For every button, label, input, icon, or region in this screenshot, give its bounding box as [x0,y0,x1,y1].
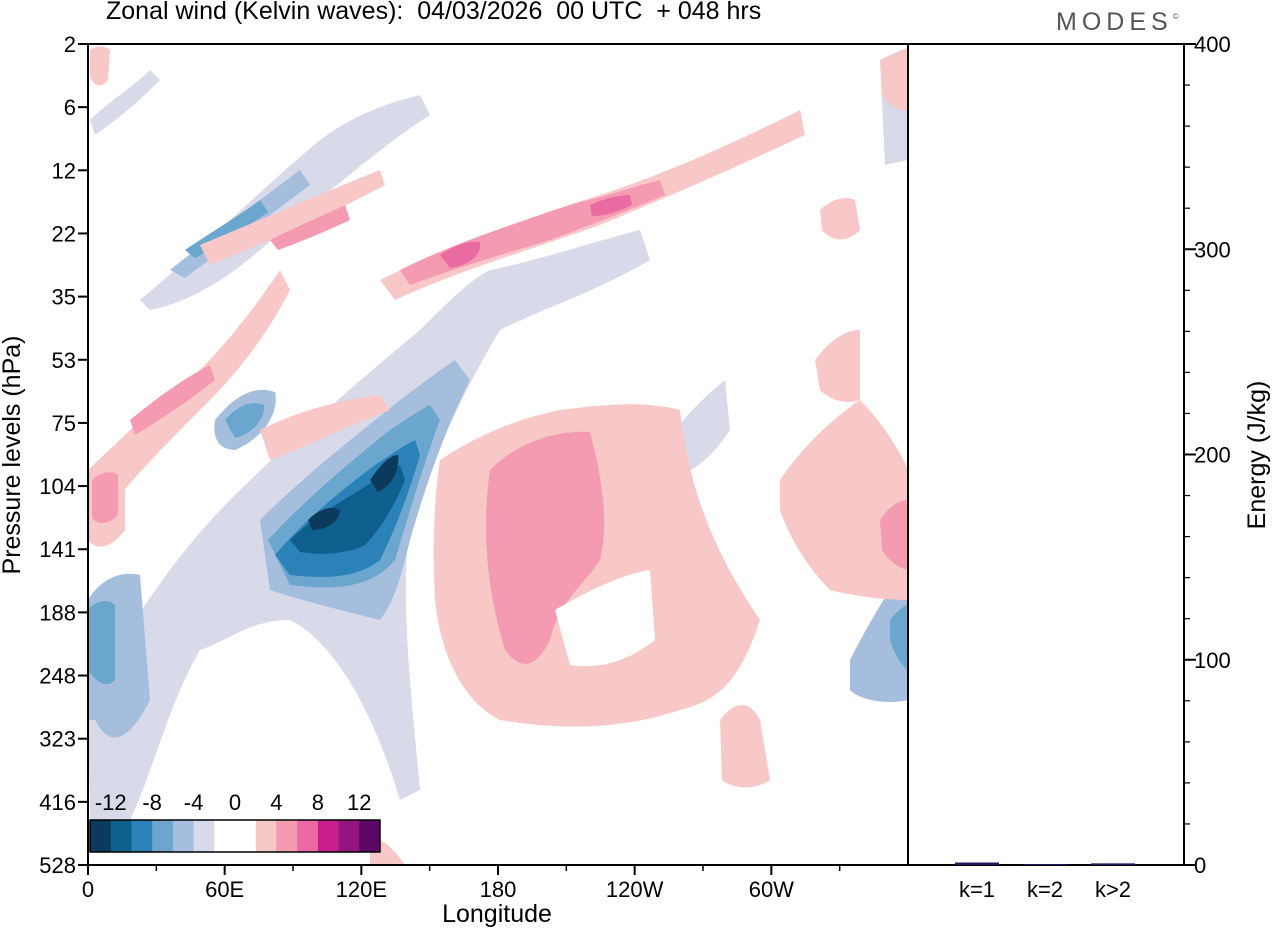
y-tick-label: 528 [39,853,76,878]
brand-logo: MODES© [1056,8,1179,37]
colorbar-frame [89,819,381,853]
energy-bars: k=1 k=2 k>2 [955,862,1135,902]
y-tick-label: 22 [52,221,76,246]
x-tick-label: 120W [606,877,664,902]
energy-category-label: k=2 [1027,877,1063,902]
energy-tick-label: 200 [1194,443,1231,468]
energy-tick-label: 300 [1194,237,1231,262]
y-tick-label: 12 [52,158,76,183]
energy-bar [955,862,999,865]
y-tick-label: 6 [64,95,76,120]
colorbar-swatch [297,820,319,852]
energy-category-label: k>2 [1095,877,1131,902]
positive-band-lower [370,330,908,865]
energy-tick-label: 400 [1194,32,1231,57]
energy-axis: 0 100 200 300 400 [1184,32,1231,878]
colorbar-label: 0 [229,790,241,815]
x-axis-label: Longitude [442,900,552,928]
y-axis-label: Pressure levels (hPa) [0,336,26,575]
colorbar-label: 12 [347,790,371,815]
colorbar-label: -4 [184,790,204,815]
energy-panel-frame [907,43,1185,866]
y-tick-label: 75 [52,411,76,436]
y-tick-label: 188 [39,600,76,625]
contour-field [88,46,908,865]
pressure-axis: 2 6 12 22 35 53 75 104 141 188 248 323 416 528 [39,32,88,878]
colorbar: -12 -8 -4 0 4 8 12 [89,790,381,853]
positive-band-upper [88,46,908,547]
x-tick-label: 60W [749,877,794,902]
x-tick-label: 120E [336,877,387,902]
energy-tick-label: 0 [1194,853,1206,878]
x-tick-label: 180 [480,877,517,902]
colorbar-swatch [276,820,298,852]
colorbar-swatch [152,820,174,852]
colorbar-swatch [255,820,277,852]
colorbar-swatch [131,820,153,852]
colorbar-swatch [90,820,112,852]
colorbar-swatch [193,820,215,852]
y-tick-label: 416 [39,790,76,815]
y-tick-label: 104 [39,474,76,499]
colorbar-label: 4 [270,790,282,815]
x-tick-label: 60E [205,877,244,902]
colorbar-swatch [235,820,257,852]
energy-category-label: k=1 [959,877,995,902]
longitude-axis: 0 60E 120E 180 120W 60W [82,865,841,902]
colorbar-swatch [172,820,195,852]
colorbar-swatch [338,820,360,852]
energy-bar [1091,863,1135,865]
energy-tick-label: 100 [1194,648,1231,673]
y-tick-label: 248 [39,664,76,689]
y-tick-label: 35 [52,285,76,310]
y-tick-label: 2 [64,32,76,57]
x-tick-label: 0 [82,877,94,902]
colorbar-swatch [359,820,381,852]
y-tick-label: 141 [39,537,76,562]
y-tick-label: 323 [39,727,76,752]
brand-name: MODES [1056,8,1173,36]
chart-title: Zonal wind (Kelvin waves): 04/03/2026 00… [106,0,762,25]
negative-band-lower [88,230,908,820]
colorbar-swatch [214,820,236,852]
brand-mark: © [1172,12,1179,21]
energy-bar [1023,864,1067,865]
colorbar-label: 8 [312,790,324,815]
colorbar-label: -12 [95,790,127,815]
colorbar-label: -8 [142,790,162,815]
y-tick-label: 53 [52,348,76,373]
colorbar-swatch [317,820,340,852]
energy-axis-label: Energy (J/kg) [1243,381,1271,530]
colorbar-swatch [110,820,132,852]
